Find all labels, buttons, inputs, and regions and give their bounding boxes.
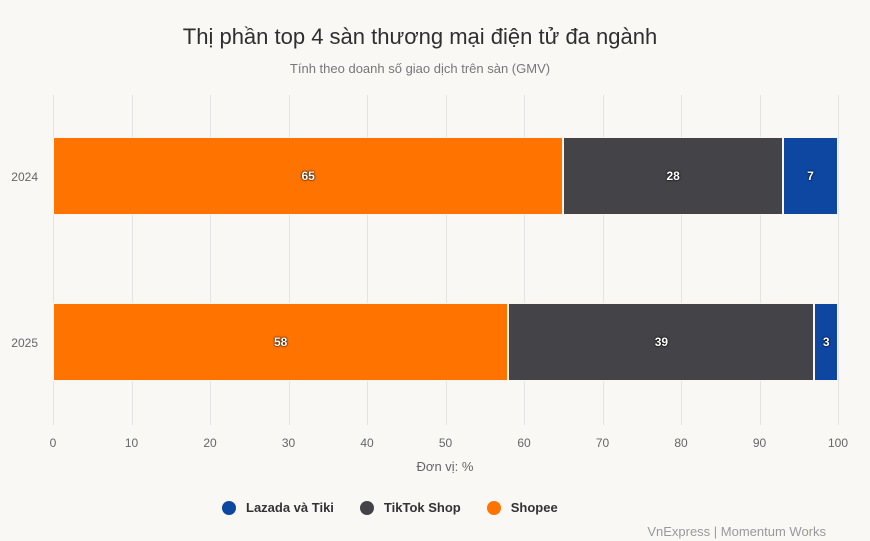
gridline — [759, 95, 761, 425]
legend-item-lazada-tiki[interactable]: Lazada và Tiki — [222, 500, 334, 515]
data-label: 7 — [807, 169, 814, 183]
gridline — [288, 95, 290, 425]
chart-subtitle: Tính theo doanh số giao dịch trên sàn (G… — [289, 61, 551, 76]
x-tick-label: 30 — [281, 436, 296, 450]
x-tick-label: 40 — [360, 436, 374, 450]
data-label: 65 — [301, 169, 315, 183]
legend-label: Shopee — [510, 500, 558, 515]
bar-segment-shopee[interactable]: 58 — [53, 303, 509, 381]
x-tick-label: 70 — [595, 436, 610, 450]
legend-dot-icon — [486, 500, 501, 515]
gridline — [210, 95, 211, 425]
bar-segment-lazada-và-tiki[interactable]: 7 — [783, 137, 838, 215]
gridline — [602, 95, 604, 425]
gridline — [53, 95, 54, 425]
x-tick-label: 20 — [203, 436, 217, 450]
bar-segment-shopee[interactable]: 65 — [53, 137, 564, 215]
gridline — [445, 95, 447, 425]
chart-title: Thị phần top 4 sàn thương mại điện tử đa… — [182, 24, 658, 49]
gridline — [838, 95, 839, 425]
legend-dot-icon — [222, 500, 236, 515]
x-tick-label: 90 — [752, 436, 767, 450]
x-tick-label: 60 — [517, 436, 531, 450]
data-label: 39 — [654, 335, 669, 349]
data-label: 3 — [822, 335, 830, 349]
data-label: 28 — [666, 169, 680, 183]
gridline — [681, 95, 682, 425]
x-tick-label: 0 — [49, 436, 57, 450]
x-tick-label: 80 — [674, 436, 688, 450]
gridline — [367, 95, 368, 425]
bar-segment-lazada-và-tiki[interactable]: 3 — [814, 303, 838, 381]
gridline — [524, 95, 525, 425]
x-tick-label: 100 — [827, 436, 849, 450]
bar-2025: 58 39 3 — [53, 303, 838, 381]
x-axis-title: Đơn vị: % — [416, 459, 474, 474]
legend-item-tiktok-shop[interactable]: TikTok Shop — [359, 500, 461, 515]
bar-segment-tiktok-shop[interactable]: 28 — [563, 137, 784, 215]
legend-dot-icon — [359, 500, 374, 515]
legend-label: TikTok Shop — [383, 500, 461, 515]
bar-segment-tiktok-shop[interactable]: 39 — [508, 303, 815, 381]
gridline — [131, 95, 133, 425]
y-label-2024: 2024 — [11, 170, 38, 184]
plot-area: 65 28 7 58 39 3 — [53, 95, 839, 425]
legend: Lazada và Tiki TikTok Shop Shopee — [222, 500, 558, 515]
x-tick-label: 50 — [438, 436, 453, 450]
bar-2024: 65 28 7 — [53, 137, 838, 215]
x-tick-label: 10 — [124, 436, 139, 450]
source-credit: VnExpress | Momentum Works — [647, 524, 826, 539]
legend-item-shopee[interactable]: Shopee — [486, 500, 558, 515]
y-label-2025: 2025 — [11, 336, 38, 350]
legend-label: Lazada và Tiki — [246, 500, 334, 515]
data-label: 58 — [273, 335, 288, 349]
